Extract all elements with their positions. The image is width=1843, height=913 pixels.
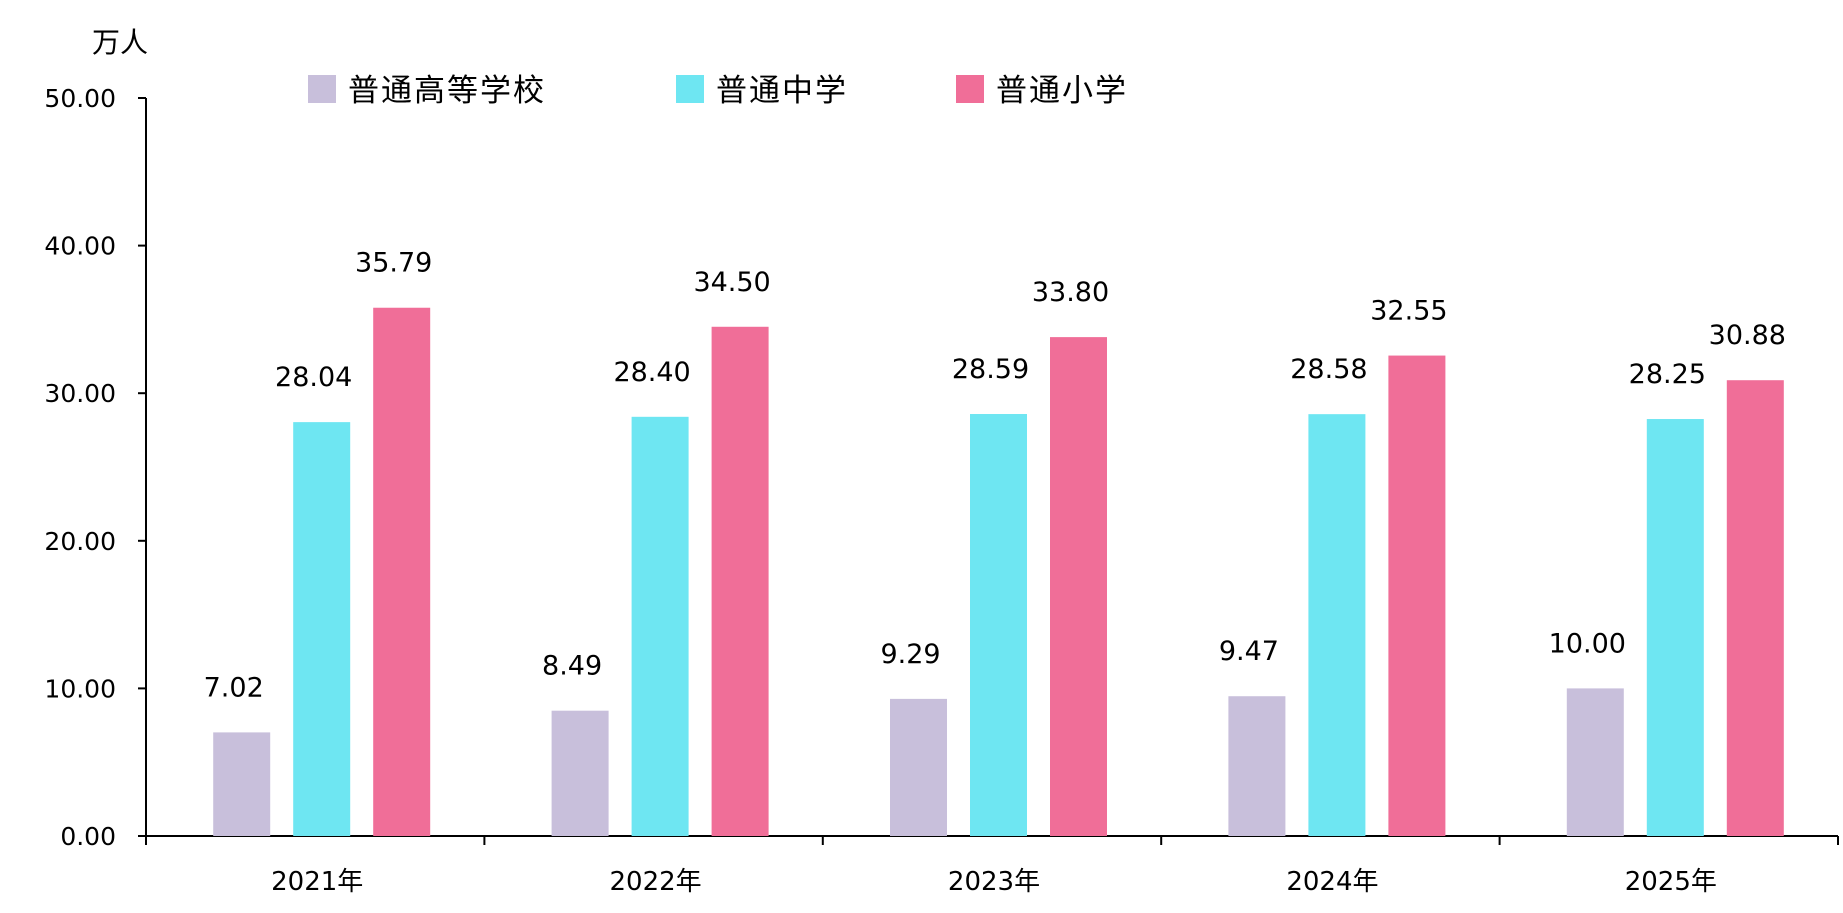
bar: [1388, 355, 1446, 836]
bar: [1050, 337, 1107, 836]
y-tick-label: 30.00: [44, 379, 116, 408]
legend-swatch: [676, 75, 704, 103]
axes: 0.00 10.00 20.00 30.00 40.00 50.00 2021年 2022年 2…: [44, 84, 1839, 897]
bar: [213, 732, 271, 836]
data-label: 7.02: [204, 672, 264, 703]
bar: [1726, 380, 1784, 836]
bar: [1646, 419, 1704, 836]
bar: [631, 416, 689, 836]
data-label: 32.55: [1370, 296, 1447, 327]
legend-label: 普通高等学校: [348, 73, 546, 109]
bars: [213, 307, 1784, 836]
data-labels: 7.02 28.04 35.79 8.49 28.40 34.50 9.29 28.59 33.…: [204, 248, 1786, 704]
bar: [551, 710, 609, 836]
bar: [890, 698, 947, 836]
data-label: 28.40: [613, 357, 690, 388]
data-label: 10.00: [1549, 628, 1626, 659]
x-category-label: 2025年: [1625, 867, 1717, 897]
bar: [1566, 688, 1624, 836]
data-label: 33.80: [1032, 277, 1109, 308]
x-category-label: 2022年: [610, 867, 702, 897]
data-label: 28.59: [952, 354, 1029, 385]
y-tick-label: 50.00: [44, 84, 116, 113]
x-category-label: 2024年: [1286, 867, 1378, 897]
data-label: 28.25: [1629, 359, 1706, 390]
data-label: 9.29: [880, 639, 940, 670]
data-label: 35.79: [355, 248, 432, 279]
y-tick-label: 20.00: [44, 527, 116, 556]
bar: [293, 422, 351, 836]
data-label: 30.88: [1709, 320, 1786, 351]
bar: [373, 307, 431, 836]
x-category-label: 2021年: [271, 867, 363, 897]
data-label: 9.47: [1219, 636, 1279, 667]
legend-swatch: [956, 75, 984, 103]
y-axis-unit-label: 万人: [92, 26, 148, 59]
legend: 普通高等学校 普通中学 普通小学: [308, 73, 1128, 109]
legend-label: 普通中学: [716, 73, 848, 109]
legend-label: 普通小学: [996, 73, 1128, 109]
bar: [1308, 414, 1366, 836]
data-label: 28.58: [1290, 354, 1367, 385]
y-tick-label: 40.00: [44, 232, 116, 261]
bar: [711, 326, 769, 836]
bar: [970, 414, 1027, 836]
data-label: 28.04: [275, 362, 352, 393]
data-label: 8.49: [542, 651, 602, 682]
y-tick-label: 10.00: [44, 674, 116, 703]
data-label: 34.50: [693, 267, 770, 298]
x-category-label: 2023年: [948, 867, 1040, 897]
y-tick-label: 0.00: [60, 822, 116, 851]
bar: [1228, 696, 1286, 836]
legend-swatch: [308, 75, 336, 103]
